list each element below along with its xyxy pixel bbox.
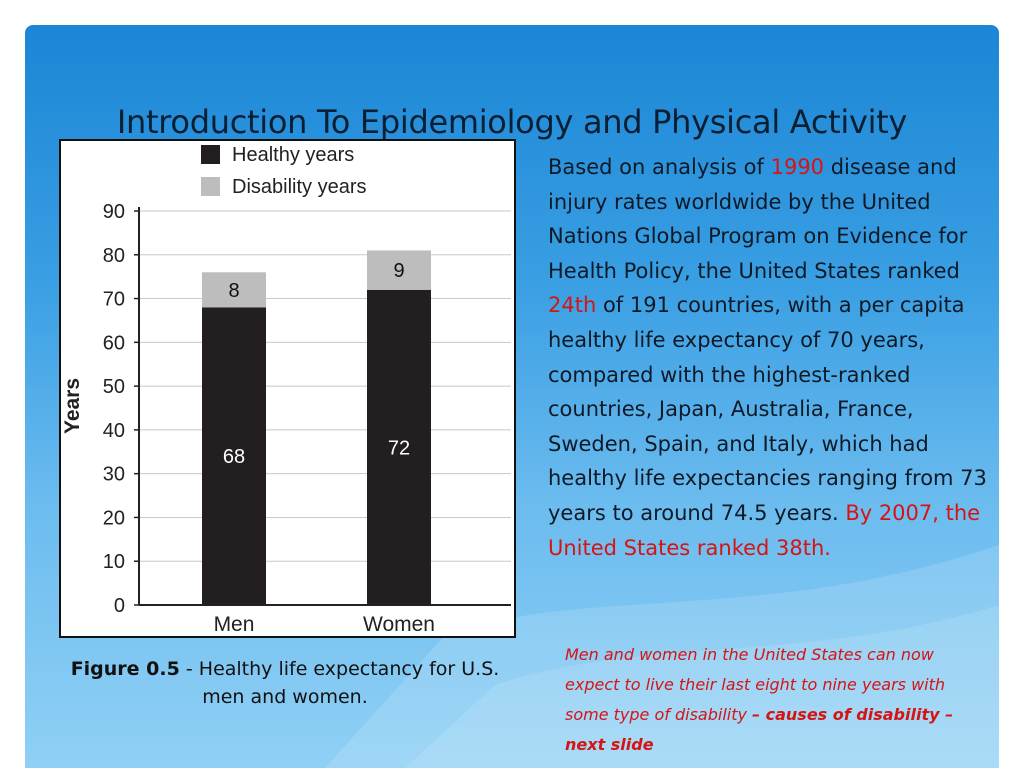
- x-tick-label-women: Women: [363, 613, 435, 636]
- legend-swatch-disability: [201, 177, 220, 196]
- y-tick-label-80: 80: [103, 245, 125, 267]
- x-tick-label-men: Men: [214, 613, 255, 636]
- stacked-bar-chart: Healthy years Disability years Years 0 10…: [61, 144, 511, 636]
- caption-label: Figure 0.5: [70, 658, 180, 680]
- note-next-slide: – causes of disability – next slide: [565, 705, 954, 754]
- note-text: Men and women in the United States can n…: [565, 645, 946, 724]
- slide: Introduction To Epidemiology and Physica…: [25, 25, 999, 768]
- y-tick-label-0: 0: [114, 595, 125, 617]
- legend-label-healthy: Healthy years: [232, 144, 354, 166]
- data-label-women-disability: 9: [393, 260, 404, 282]
- disability-note: Men and women in the United States can n…: [565, 640, 985, 760]
- legend-swatch-healthy: [201, 145, 220, 164]
- caption-text: - Healthy life expectancy for U.S. men a…: [179, 658, 500, 708]
- data-label-men-disability: 8: [228, 280, 239, 302]
- figure-caption: Figure 0.5 - Healthy life expectancy for…: [65, 655, 505, 711]
- highlight-rank-24th: 24th: [548, 293, 597, 318]
- y-tick-label-10: 10: [103, 551, 125, 573]
- highlight-2007-rank: By 2007, the United States ranked 38th.: [548, 500, 981, 560]
- y-tick-label-30: 30: [103, 464, 125, 486]
- data-label-men-healthy: 68: [223, 446, 245, 468]
- body-text-part1: Based on analysis of: [548, 155, 771, 179]
- data-label-women-healthy: 72: [388, 437, 410, 459]
- bar-women-disability: [367, 250, 431, 290]
- body-text-part3: of 191 countries, with a per capita heal…: [548, 293, 987, 525]
- y-tick-label-40: 40: [103, 420, 125, 442]
- y-tick-label-60: 60: [103, 332, 125, 354]
- y-tick-label-50: 50: [103, 376, 125, 398]
- highlight-year-1990: 1990: [770, 155, 825, 179]
- bar-men-disability: [202, 272, 266, 308]
- y-tick-label-90: 90: [103, 201, 125, 223]
- y-axis-title: Years: [61, 378, 84, 434]
- body-text-part2: disease and injury rates worldwide by th…: [548, 155, 968, 283]
- y-tick-label-20: 20: [103, 507, 125, 529]
- background-wave: [325, 545, 999, 768]
- body-paragraph: Based on analysis of 1990 disease and in…: [548, 150, 988, 565]
- y-tick-label-70: 70: [103, 289, 125, 311]
- bar-women-healthy: [367, 289, 431, 605]
- bar-men-healthy: [202, 307, 266, 605]
- figure-panel: Healthy years Disability years Years 0 10…: [59, 139, 516, 638]
- legend-label-disability: Disability years: [232, 176, 366, 198]
- slide-title: Introduction To Epidemiology and Physica…: [116, 103, 908, 141]
